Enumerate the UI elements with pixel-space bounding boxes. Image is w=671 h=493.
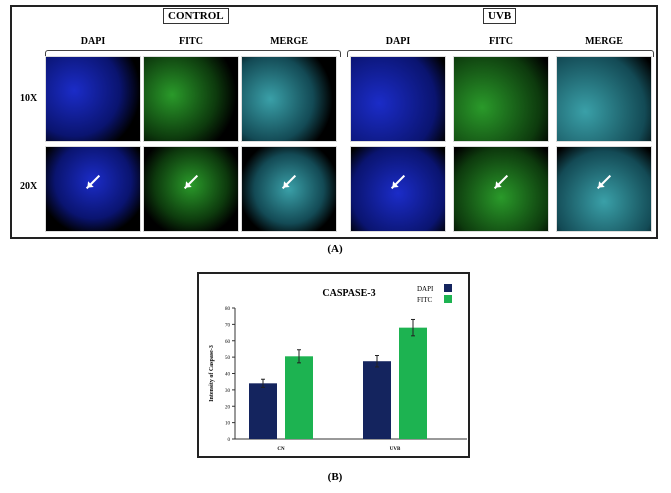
y-tick-label: 20 [225, 405, 231, 410]
control-dapi-10x-image [45, 56, 141, 142]
control-merge-10x-image [241, 56, 337, 142]
y-tick-label: 30 [225, 389, 231, 394]
bar-fitc-cn [285, 356, 313, 439]
arrow-icon [281, 174, 297, 190]
uvb-merge-20x-image [556, 146, 652, 232]
arrow-icon [85, 174, 101, 190]
y-tick-label: 0 [228, 438, 231, 443]
control-dapi-20x-image [45, 146, 141, 232]
control-merge-20x-image [241, 146, 337, 232]
y-tick-label: 50 [225, 356, 231, 361]
control-fitc-10x-image [143, 56, 239, 142]
legend-label-dapi: DAPI [417, 285, 434, 293]
column-label-merge: MERGE [585, 36, 623, 47]
x-tick-label: UVB [390, 447, 401, 452]
legend-swatch-dapi [444, 284, 452, 292]
legend-swatch-fitc [444, 295, 452, 303]
y-tick-label: 10 [225, 422, 231, 427]
uvb-dapi-10x-image [350, 56, 446, 142]
caption-a: (A) [327, 243, 343, 255]
arrow-icon [596, 174, 612, 190]
group-label-control: CONTROL [163, 8, 229, 24]
figure-panel-a [10, 5, 658, 239]
arrow-icon [493, 174, 509, 190]
y-tick-label: 60 [225, 340, 231, 345]
column-label-dapi: DAPI [80, 36, 106, 47]
group-label-uvb: UVB [483, 8, 517, 24]
column-label-merge: MERGE [270, 36, 308, 47]
caspase-chart: CASPASE-3 0 10 20 30 40 50 60 70 80 Intensity of C… [209, 284, 467, 452]
uvb-fitc-20x-image [453, 146, 549, 232]
control-fitc-20x-image [143, 146, 239, 232]
y-axis-label: Intensity of Caspase-3 [209, 345, 215, 402]
row-label-10x: 10X [20, 93, 38, 104]
uvb-dapi-20x-image [350, 146, 446, 232]
uvb-merge-10x-image [556, 56, 652, 142]
y-tick-label: 80 [225, 307, 231, 312]
figure-panel-b: CASPASE-3 0 10 20 30 40 50 60 70 80 Intensity of C… [197, 272, 470, 458]
uvb-bracket [347, 50, 654, 57]
bar-dapi-cn [249, 383, 277, 439]
legend-label-fitc: FITC [417, 296, 433, 304]
x-tick-label: CN [277, 447, 285, 452]
control-bracket [45, 50, 341, 57]
uvb-fitc-10x-image [453, 56, 549, 142]
y-tick-label: 70 [225, 323, 231, 328]
row-label-20x: 20X [20, 181, 38, 192]
arrow-icon [390, 174, 406, 190]
caption-b: (B) [327, 471, 343, 483]
arrow-icon [183, 174, 199, 190]
y-tick-label: 40 [225, 373, 231, 378]
column-label-fitc: FITC [489, 36, 513, 47]
bar-fitc-uvb [399, 327, 427, 439]
column-label-fitc: FITC [179, 36, 203, 47]
chart-title: CASPASE-3 [322, 288, 375, 299]
column-label-dapi: DAPI [385, 36, 411, 47]
bar-dapi-uvb [363, 361, 391, 439]
